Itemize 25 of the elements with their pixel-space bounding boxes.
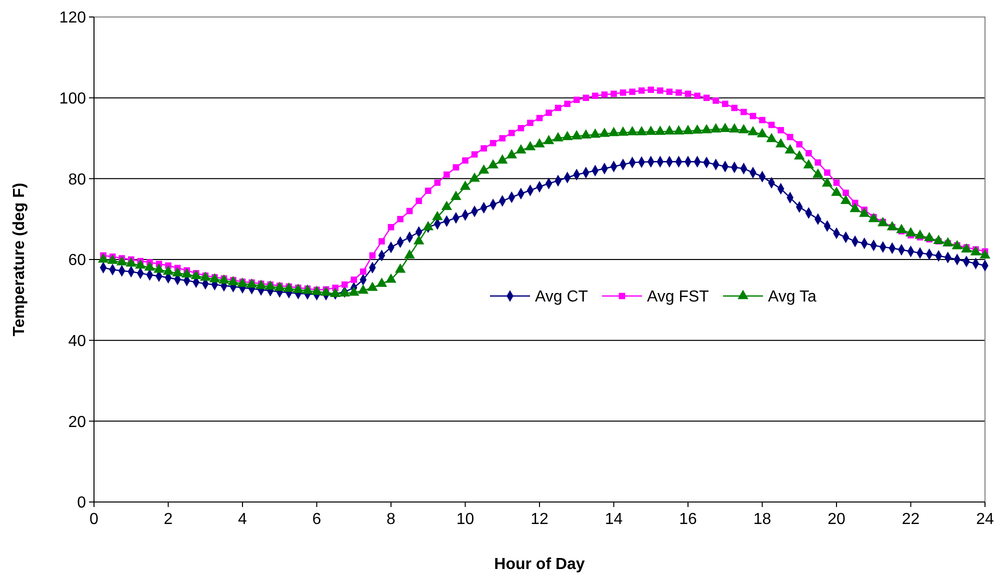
x-tick-label: 0 bbox=[90, 511, 99, 528]
x-tick-label: 4 bbox=[238, 511, 248, 528]
x-tick-label: 10 bbox=[456, 511, 474, 528]
y-tick-label: 40 bbox=[68, 332, 86, 350]
y-tick-label: 60 bbox=[68, 252, 86, 270]
legend-label: Avg FST bbox=[647, 288, 710, 306]
y-tick-label: 120 bbox=[59, 10, 86, 27]
x-tick-label: 16 bbox=[679, 511, 697, 528]
x-tick-label: 24 bbox=[976, 511, 994, 528]
x-tick-label: 20 bbox=[828, 511, 846, 528]
y-axis-title: Temperature (deg F) bbox=[11, 182, 28, 336]
y-tick-label: 80 bbox=[68, 171, 86, 188]
x-tick-label: 2 bbox=[164, 511, 173, 528]
y-tick-label: 20 bbox=[68, 414, 86, 431]
x-tick-label: 6 bbox=[312, 511, 322, 528]
x-tick-label: 18 bbox=[753, 511, 772, 528]
legend-label: Avg CT bbox=[535, 288, 588, 306]
y-tick-label: 0 bbox=[77, 494, 86, 512]
x-axis-title: Hour of Day bbox=[494, 556, 585, 573]
legend-label: Avg Ta bbox=[768, 288, 816, 306]
y-tick-label: 100 bbox=[59, 90, 86, 108]
x-tick-label: 8 bbox=[386, 511, 396, 528]
x-tick-label: 12 bbox=[530, 511, 548, 528]
x-tick-label: 14 bbox=[604, 511, 623, 528]
x-tick-label: 22 bbox=[902, 511, 920, 528]
